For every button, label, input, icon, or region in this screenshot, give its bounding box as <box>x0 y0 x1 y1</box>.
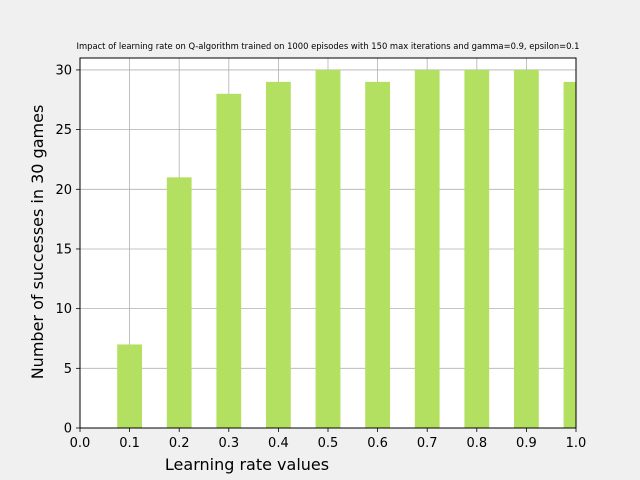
axis-ticks: 0.0 0.1 0.2 0.3 0.4 0.5 0.6 0.7 0.8 0.9 1.0 0 5 10 15 2… <box>55 63 586 451</box>
y-axis-title: Number of successes in 30 games <box>28 105 47 380</box>
chart-title: Impact of learning rate on Q-algorithm t… <box>77 41 580 51</box>
y-tick-label-0: 0 <box>64 422 72 437</box>
x-tick-label-3: 0.3 <box>218 436 239 451</box>
x-axis-title: Learning rate values <box>165 455 329 474</box>
bar-0 <box>117 344 142 428</box>
x-tick-label-1: 0.1 <box>119 436 140 451</box>
bar-7 <box>464 69 490 428</box>
bar-1 <box>166 177 192 428</box>
bar-5 <box>365 81 390 428</box>
y-tick-label-3: 15 <box>55 242 72 257</box>
y-tick-label-4: 20 <box>55 183 72 198</box>
x-tick-label-5: 0.5 <box>318 436 339 451</box>
y-tick-label-1: 5 <box>64 362 72 377</box>
bars <box>117 69 576 428</box>
bar-6 <box>414 69 440 428</box>
y-tick-label-5: 25 <box>55 123 72 138</box>
y-tick-label-6: 30 <box>55 63 72 78</box>
x-tick-label-2: 0.2 <box>169 436 190 451</box>
x-tick-label-7: 0.7 <box>417 436 438 451</box>
x-tick-label-9: 0.9 <box>516 436 537 451</box>
bar-3 <box>266 81 291 428</box>
x-tick-label-6: 0.6 <box>367 436 388 451</box>
x-tick-label-8: 0.8 <box>466 436 487 451</box>
bar-2 <box>216 93 242 428</box>
bar-9 <box>563 81 576 428</box>
x-tick-label-0: 0.0 <box>70 436 91 451</box>
bar-4 <box>315 69 341 428</box>
x-tick-label-10: 1.0 <box>566 436 587 451</box>
y-tick-label-2: 10 <box>55 302 72 317</box>
bar-8 <box>514 69 539 428</box>
x-tick-label-4: 0.4 <box>268 436 289 451</box>
